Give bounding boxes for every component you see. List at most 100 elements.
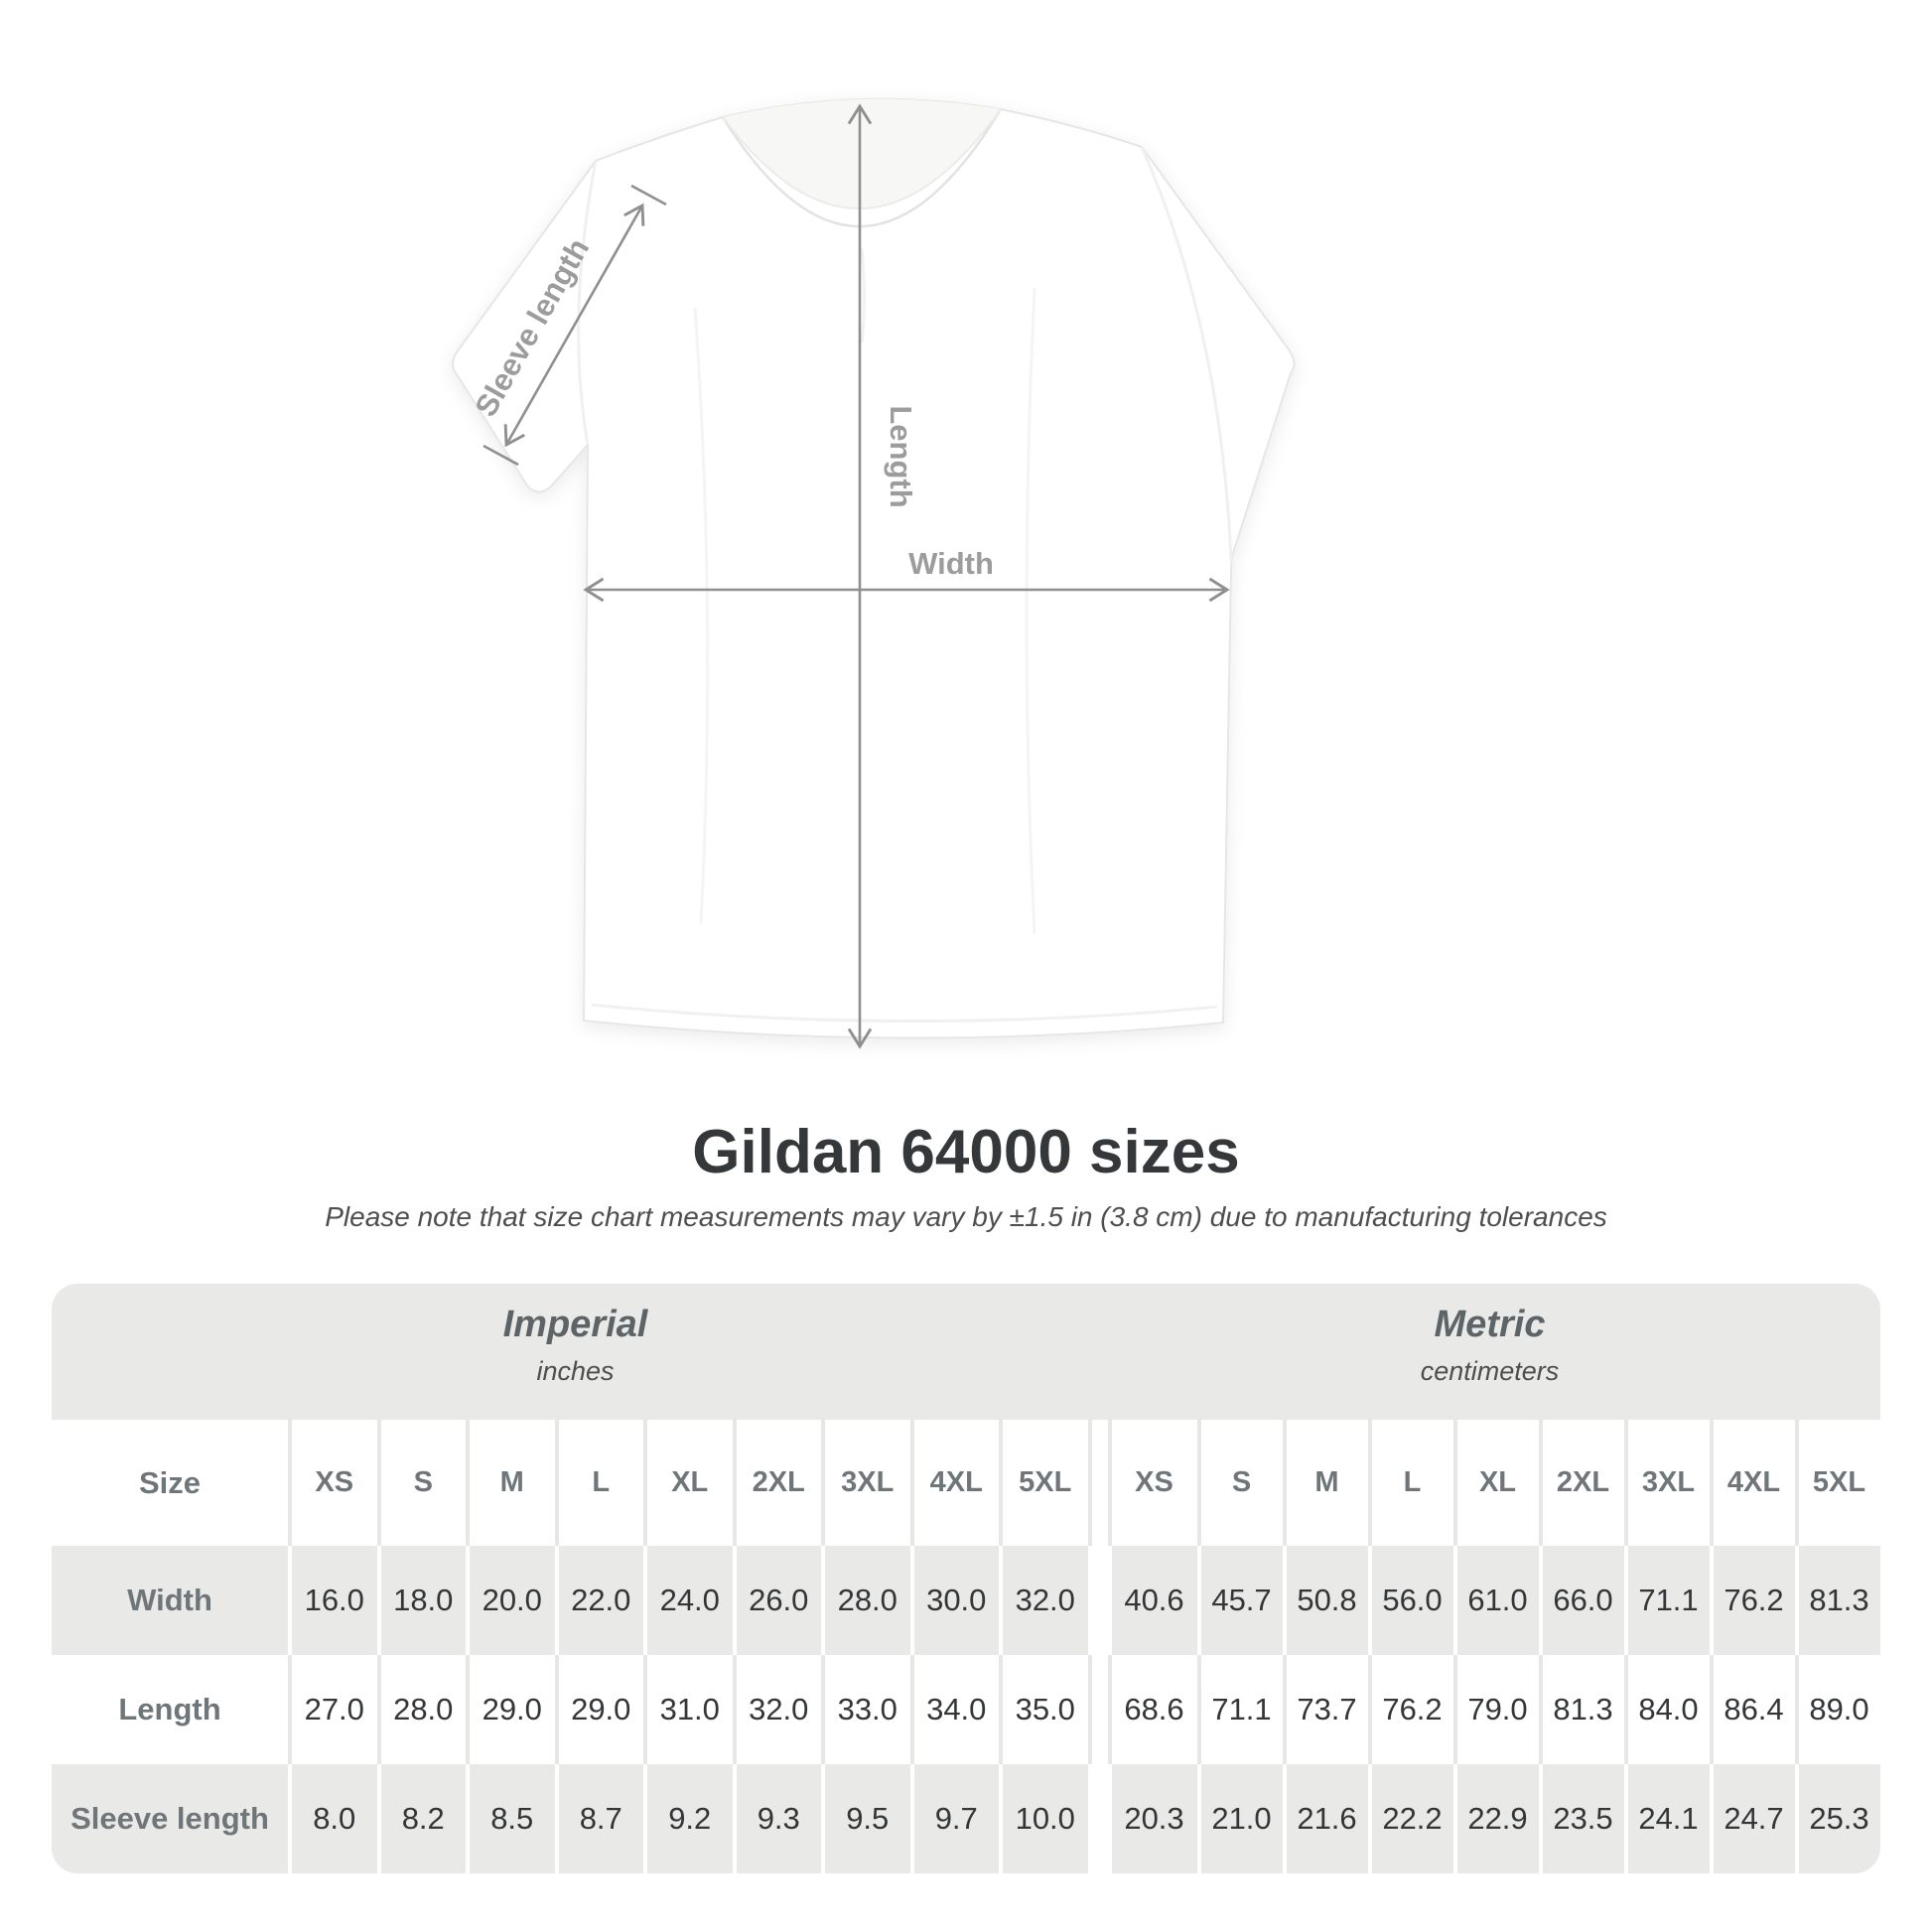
measurement-cell: 9.5 — [821, 1764, 910, 1873]
measurement-cell: 8.7 — [554, 1764, 644, 1873]
measurement-cell: 29.0 — [466, 1655, 555, 1764]
section-divider — [1087, 1420, 1112, 1546]
imperial-unit: inches — [536, 1356, 615, 1386]
measurement-cell: 40.6 — [1124, 1583, 1184, 1617]
measurement-cell: 81.3 — [1794, 1546, 1880, 1655]
length-annotation: Length — [847, 103, 918, 1049]
measurement-cell: 35.0 — [999, 1655, 1088, 1764]
measurement-cell: 68.6 — [1124, 1692, 1184, 1726]
measurement-cell: 81.3 — [1538, 1655, 1624, 1764]
measurement-cell: 21.0 — [1196, 1764, 1283, 1873]
measurement-cell: 56.0 — [1367, 1546, 1453, 1655]
measurement-cell: 86.4 — [1709, 1655, 1795, 1764]
measurement-cell: 25.3 — [1794, 1764, 1880, 1873]
measurement-cell: 73.7 — [1282, 1655, 1368, 1764]
section-divider — [1087, 1655, 1112, 1764]
measurement-cell: 32.0 — [999, 1546, 1088, 1655]
size-column-header: Size — [138, 1464, 202, 1500]
size-header-cell: 4XL — [909, 1420, 1000, 1546]
page-subtitle: Please note that size chart measurements… — [325, 1201, 1607, 1232]
metric-unit: centimeters — [1420, 1356, 1560, 1386]
metric-section-header: Metric centimeters — [1099, 1284, 1880, 1420]
measurement-cell: 29.0 — [554, 1655, 644, 1764]
size-table-body: Size XS S M L XL 2XL 3XL 4XL 5XL XS S M L XL 2XL 3XL 4XL 5… — [52, 1420, 1880, 1873]
imperial-section-header: Imperial inches — [52, 1284, 1099, 1420]
table-row: Size XS S M L XL 2XL 3XL 4XL 5XL XS S M L XL 2XL 3XL 4XL 5… — [52, 1420, 1880, 1546]
page-title: Gildan 64000 sizes — [692, 1118, 1240, 1186]
size-header-cell: S — [376, 1420, 467, 1546]
measurement-cell: 21.6 — [1282, 1764, 1368, 1873]
measurement-cell: 61.0 — [1452, 1546, 1539, 1655]
row-label: Sleeve length — [70, 1801, 269, 1836]
measurement-cell: 28.0 — [821, 1546, 910, 1655]
size-header-cell: 4XL — [1709, 1420, 1795, 1546]
unit-header-band: Imperial inches Metric centimeters — [52, 1284, 1880, 1420]
measurement-cell: 50.8 — [1282, 1546, 1368, 1655]
size-header-cell: 3XL — [821, 1420, 910, 1546]
size-header-cell: 5XL — [999, 1420, 1088, 1546]
size-header-cell: 5XL — [1794, 1420, 1880, 1546]
measurement-cell: 24.1 — [1623, 1764, 1710, 1873]
width-label: Width — [908, 546, 994, 581]
measurement-cell: 32.0 — [732, 1655, 822, 1764]
size-header-cell: 2XL — [732, 1420, 822, 1546]
size-header-cell: L — [554, 1420, 644, 1546]
measurement-cell: 9.2 — [643, 1764, 733, 1873]
measurement-cell: 33.0 — [821, 1655, 910, 1764]
measurement-cell: 45.7 — [1196, 1546, 1283, 1655]
measurement-cell: 8.2 — [376, 1764, 467, 1873]
size-table: Imperial inches Metric centimeters Size X… — [52, 1284, 1880, 1873]
measurement-cell: 31.0 — [643, 1655, 733, 1764]
measurement-cell: 66.0 — [1538, 1546, 1624, 1655]
size-header-cell: 3XL — [1623, 1420, 1710, 1546]
measurement-cell: 8.5 — [466, 1764, 555, 1873]
measurement-cell: 22.2 — [1367, 1764, 1453, 1873]
table-row: Length 27.0 28.0 29.0 29.0 31.0 32.0 33.0 34.0 35… — [52, 1655, 1880, 1764]
imperial-title: Imperial — [502, 1304, 648, 1345]
measurement-cell: 34.0 — [909, 1655, 1000, 1764]
measurement-cell: 24.0 — [643, 1546, 733, 1655]
measurement-cell: 27.0 — [288, 1655, 377, 1764]
measurement-cell: 26.0 — [732, 1546, 822, 1655]
tshirt-measurement-diagram: Sleeve length Length Width — [452, 97, 1296, 1049]
measurement-cell: 9.7 — [909, 1764, 1000, 1873]
section-divider — [1087, 1546, 1112, 1655]
row-label: Length — [118, 1692, 221, 1726]
length-label: Length — [884, 405, 918, 507]
measurement-cell: 79.0 — [1452, 1655, 1539, 1764]
measurement-cell: 16.0 — [288, 1546, 377, 1655]
size-header-cell: XS — [1135, 1466, 1173, 1498]
measurement-cell: 22.9 — [1452, 1764, 1539, 1873]
table-row: Width 16.0 18.0 20.0 22.0 24.0 26.0 28.0 30.0 32.… — [52, 1546, 1880, 1655]
measurement-cell: 20.0 — [466, 1546, 555, 1655]
measurement-cell: 76.2 — [1709, 1546, 1795, 1655]
measurement-cell: 24.7 — [1709, 1764, 1795, 1873]
metric-title: Metric — [1434, 1304, 1546, 1345]
measurement-cell: 10.0 — [999, 1764, 1088, 1873]
measurement-cell: 20.3 — [1124, 1801, 1184, 1836]
measurement-cell: 9.3 — [732, 1764, 822, 1873]
measurement-cell: 22.0 — [554, 1546, 644, 1655]
measurement-cell: 30.0 — [909, 1546, 1000, 1655]
size-header-cell: L — [1367, 1420, 1453, 1546]
measurement-cell: 8.0 — [288, 1764, 377, 1873]
table-row: Sleeve length 8.0 8.2 8.5 8.7 9.2 9.3 9.5 9.7 10.… — [52, 1764, 1880, 1873]
size-header-cell: 2XL — [1538, 1420, 1624, 1546]
row-label: Width — [127, 1583, 212, 1617]
title-block: Gildan 64000 sizes Please note that size… — [0, 1120, 1932, 1233]
measurement-cell: 84.0 — [1623, 1655, 1710, 1764]
size-header-cell: M — [466, 1420, 555, 1546]
measurement-cell: 71.1 — [1196, 1655, 1283, 1764]
size-header-cell: XS — [288, 1420, 377, 1546]
measurement-cell: 28.0 — [376, 1655, 467, 1764]
measurement-cell: 23.5 — [1538, 1764, 1624, 1873]
measurement-cell: 89.0 — [1794, 1655, 1880, 1764]
size-header-cell: XL — [1452, 1420, 1539, 1546]
section-divider — [1087, 1764, 1112, 1873]
size-header-cell: M — [1282, 1420, 1368, 1546]
sleeve-length-start-tick — [483, 444, 519, 467]
size-header-cell: S — [1196, 1420, 1283, 1546]
width-annotation: Width — [583, 546, 1230, 603]
sleeve-length-end-tick — [630, 184, 667, 207]
